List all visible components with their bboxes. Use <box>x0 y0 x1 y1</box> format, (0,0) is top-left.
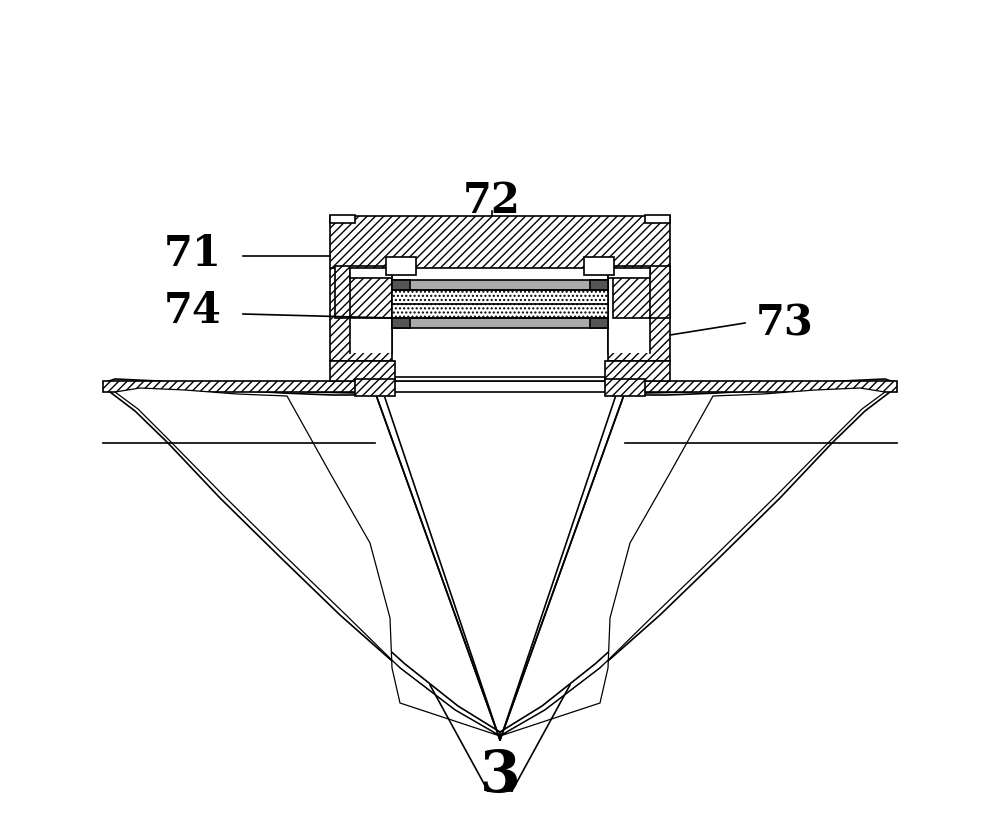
Bar <box>330 216 670 268</box>
Bar <box>350 268 392 278</box>
Bar <box>590 280 608 290</box>
Text: 73: 73 <box>756 302 814 344</box>
Polygon shape <box>500 388 885 736</box>
Text: 71: 71 <box>164 233 222 275</box>
Text: 74: 74 <box>164 290 222 332</box>
Bar <box>392 280 608 290</box>
Polygon shape <box>500 379 897 736</box>
Polygon shape <box>375 381 625 740</box>
Bar <box>392 280 410 290</box>
Bar <box>625 381 897 392</box>
Bar <box>608 268 650 353</box>
Polygon shape <box>115 388 500 736</box>
Bar <box>375 381 625 392</box>
Bar <box>608 268 670 361</box>
Bar <box>605 361 670 381</box>
Bar <box>330 361 395 381</box>
Polygon shape <box>103 379 500 736</box>
Bar <box>584 257 614 275</box>
Bar <box>375 377 625 381</box>
Bar <box>392 290 608 318</box>
Text: 72: 72 <box>463 180 521 222</box>
Bar <box>608 268 650 278</box>
Bar <box>392 318 608 328</box>
Bar <box>605 379 645 396</box>
Bar <box>645 215 670 223</box>
Bar <box>613 266 670 318</box>
Text: 3: 3 <box>480 748 520 804</box>
Bar <box>590 318 608 328</box>
Bar <box>355 379 395 396</box>
Bar <box>330 268 392 361</box>
Bar <box>330 215 355 223</box>
Bar <box>103 381 375 392</box>
Bar <box>392 318 410 328</box>
Bar <box>335 266 392 318</box>
Bar <box>386 257 416 275</box>
Bar <box>350 268 392 353</box>
